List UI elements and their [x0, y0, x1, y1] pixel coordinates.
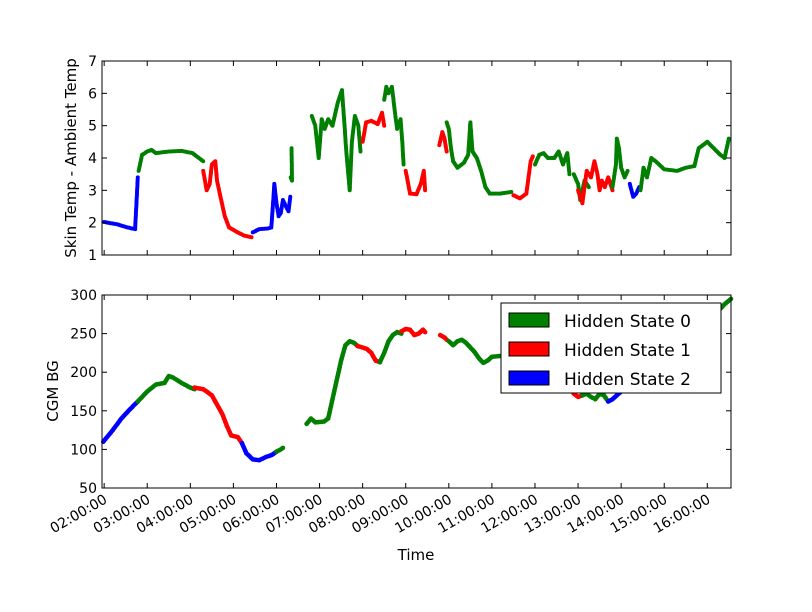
- cgm-bg-axes-frame: [101, 294, 732, 489]
- skin-temp-panel: 1 2 3 4 5 6 7 Skin Temp - Ambient Temp: [62, 54, 732, 264]
- legend-swatch-state-0: [508, 312, 550, 328]
- segment-state-0: [304, 339, 360, 427]
- y-tick-label: 50: [79, 481, 97, 497]
- segment-state-0: [444, 120, 514, 196]
- segment-state-1: [511, 154, 535, 201]
- legend: Hidden State 0 Hidden State 1 Hidden Sta…: [500, 302, 722, 394]
- segment-state-1: [355, 343, 383, 365]
- segment-state-1: [437, 332, 450, 343]
- data-point: [509, 189, 514, 194]
- data-point: [726, 136, 731, 141]
- segment-state-0: [288, 146, 294, 183]
- data-point: [289, 146, 294, 151]
- data-point: [423, 188, 428, 193]
- segment-state-2: [250, 181, 293, 235]
- data-point: [610, 188, 615, 193]
- segment-state-0: [309, 88, 363, 193]
- segment-state-1: [201, 159, 254, 240]
- data-point: [135, 175, 140, 180]
- data-point: [444, 149, 449, 154]
- cgm-bg-y-ticks: 50 100 150 200 250 300: [70, 288, 731, 497]
- y-tick-label: 5: [88, 119, 97, 135]
- segment-state-2: [627, 181, 642, 199]
- y-tick-label: 300: [70, 288, 97, 304]
- y-tick-label: 2: [88, 216, 97, 232]
- legend-swatch-state-2: [508, 370, 550, 386]
- segment-state-1: [399, 326, 428, 338]
- data-point: [567, 172, 572, 177]
- data-point: [382, 123, 387, 128]
- legend-label-state-0: Hidden State 0: [564, 312, 691, 332]
- data-point: [422, 329, 428, 335]
- y-tick-label: 7: [88, 54, 97, 70]
- legend-swatch-state-1: [508, 341, 550, 357]
- data-point: [625, 168, 630, 173]
- segment-state-0: [135, 373, 197, 404]
- segment-state-0: [610, 136, 630, 190]
- skin-temp-y-axis-label: Skin Temp - Ambient Temp: [62, 58, 80, 258]
- y-tick-label: 3: [88, 183, 97, 199]
- y-tick-label: 150: [70, 404, 97, 420]
- segment-state-1: [437, 130, 449, 154]
- y-tick-label: 250: [70, 327, 97, 343]
- segment-state-0: [382, 84, 406, 167]
- segment-state-1: [360, 110, 387, 144]
- y-tick-label: 6: [88, 86, 97, 102]
- data-point: [201, 159, 206, 164]
- data-point: [288, 194, 293, 199]
- y-tick-label: 100: [70, 442, 97, 458]
- data-point: [401, 162, 406, 167]
- x-axis-label: Time: [397, 546, 435, 564]
- data-point: [249, 235, 254, 240]
- data-point: [280, 445, 286, 451]
- y-tick-label: 4: [88, 151, 97, 167]
- data-point: [586, 185, 591, 190]
- segment-state-0: [638, 136, 731, 193]
- skin-temp-marks: [102, 84, 731, 240]
- skin-temp-x-ticks: [103, 61, 708, 255]
- data-point: [358, 149, 363, 154]
- segment-state-1: [403, 168, 428, 197]
- segment-state-2: [102, 220, 138, 232]
- segment-state-0: [533, 149, 572, 177]
- data-point: [530, 154, 535, 159]
- legend-label-state-1: Hidden State 1: [564, 341, 691, 361]
- y-tick-label: 1: [88, 248, 97, 264]
- legend-label-state-2: Hidden State 2: [564, 370, 691, 390]
- cgm-bg-y-axis-label: CGM BG: [44, 360, 62, 421]
- segment-state-0: [136, 147, 206, 173]
- y-tick-label: 200: [70, 365, 97, 381]
- segment-state-0: [274, 445, 286, 455]
- segment-state-2: [133, 175, 140, 230]
